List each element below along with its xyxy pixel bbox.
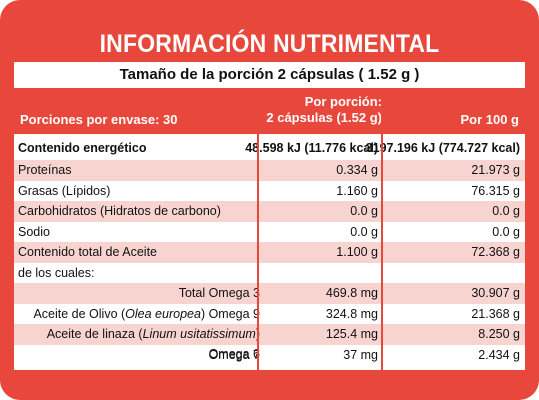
nutrient-label: Omega 7 bbox=[208, 347, 260, 362]
per-100g-value: 2.434 g bbox=[478, 347, 520, 362]
nutrient-label: Aceite de linaza (Linum usitatissimum) O… bbox=[14, 324, 260, 364]
per-100g-value: 3197.196 kJ (774.727 kcal) bbox=[365, 141, 520, 155]
nutrition-table: Contenido energético 48.598 kJ (11.776 k… bbox=[14, 134, 525, 370]
column-divider-top-2 bbox=[381, 110, 383, 134]
per-serving-header: Por porción: 2 cápsulas (1.52 g) bbox=[258, 94, 382, 126]
nutrient-label-latin: Olea europea bbox=[125, 306, 201, 321]
table-row: Sodio 0.0 g 0.0 g bbox=[14, 222, 525, 243]
per-100g-header: Por 100 g bbox=[460, 112, 519, 127]
per-serving-value: 1.100 g bbox=[336, 245, 378, 259]
table-row: Total Omega 3 469.8 mg 30.907 g bbox=[14, 283, 525, 304]
label-title: INFORMACIÓN NUTRIMENTAL bbox=[99, 30, 440, 58]
per-100g-value: 21.973 g bbox=[471, 163, 520, 177]
table-row: Omega 7 37 mg 2.434 g bbox=[14, 345, 525, 366]
per-100g-value: 30.907 g bbox=[471, 286, 520, 300]
nutrient-label-latin: Linum usitatissimum bbox=[142, 327, 256, 341]
serving-size: Tamaño de la porción 2 cápsulas ( 1.52 g… bbox=[14, 62, 525, 88]
per-serving-value: 0.334 g bbox=[336, 163, 378, 177]
nutrient-label: Contenido energético bbox=[18, 141, 147, 155]
table-header: Porciones por envase: 30 Por porción: 2 … bbox=[14, 92, 525, 132]
nutrient-label: Total Omega 3 bbox=[178, 286, 260, 300]
per-100g-value: 76.315 g bbox=[471, 183, 520, 198]
nutrient-label: Aceite de Olivo (Olea europea) Omega 9 bbox=[33, 304, 260, 324]
per-100g-value: 21.368 g bbox=[471, 306, 520, 321]
column-divider-top-1 bbox=[257, 110, 259, 134]
per-serving-header-line1: Por porción: bbox=[304, 94, 382, 109]
table-row: Contenido total de Aceite 1.100 g 72.368… bbox=[14, 242, 525, 263]
table-row: Aceite de linaza (Linum usitatissimum) O… bbox=[14, 324, 525, 361]
per-serving-value: 324.8 mg bbox=[325, 306, 378, 321]
nutrient-label: Sodio bbox=[18, 224, 50, 239]
per-serving-value: 1.160 g bbox=[336, 183, 378, 198]
nutrient-label: Grasas (Lípidos) bbox=[18, 183, 111, 198]
nutrient-label: Carbohidratos (Hidratos de carbono) bbox=[18, 204, 221, 218]
nutrient-label-post: ) Omega 9 bbox=[200, 306, 260, 321]
per-serving-value: 0.0 g bbox=[350, 204, 378, 218]
per-100g-value: 8.250 g bbox=[478, 327, 520, 341]
per-100g-value: 72.368 g bbox=[471, 245, 520, 259]
nutrient-label-pre: Aceite de linaza ( bbox=[46, 327, 143, 341]
nutrient-label: de los cuales: bbox=[18, 265, 95, 280]
nutrient-label: Contenido total de Aceite bbox=[18, 245, 157, 259]
column-divider-2 bbox=[381, 134, 383, 370]
table-row: Carbohidratos (Hidratos de carbono) 0.0 … bbox=[14, 201, 525, 222]
table-row: de los cuales: bbox=[14, 263, 525, 284]
nutrient-label: Proteínas bbox=[18, 163, 72, 177]
per-serving-value: 469.8 mg bbox=[325, 286, 378, 300]
per-serving-value: 0.0 g bbox=[350, 224, 378, 239]
table-row: Grasas (Lípidos) 1.160 g 76.315 g bbox=[14, 181, 525, 202]
per-100g-value: 0.0 g bbox=[492, 224, 520, 239]
table-row: Aceite de Olivo (Olea europea) Omega 9 3… bbox=[14, 304, 525, 325]
per-serving-value: 37 mg bbox=[343, 347, 378, 362]
table-row: Contenido energético 48.598 kJ (11.776 k… bbox=[14, 138, 525, 159]
per-serving-header-line2: 2 cápsulas (1.52 g) bbox=[266, 110, 382, 125]
per-serving-value: 125.4 mg bbox=[325, 327, 378, 341]
column-divider-1 bbox=[257, 134, 259, 370]
servings-per-container: Porciones por envase: 30 bbox=[20, 112, 178, 127]
per-serving-value: 48.598 kJ (11.776 kcal) bbox=[245, 141, 378, 155]
table-row: Proteínas 0.334 g 21.973 g bbox=[14, 160, 525, 181]
per-100g-value: 0.0 g bbox=[492, 204, 520, 218]
nutrient-label-pre: Aceite de Olivo ( bbox=[33, 306, 126, 321]
